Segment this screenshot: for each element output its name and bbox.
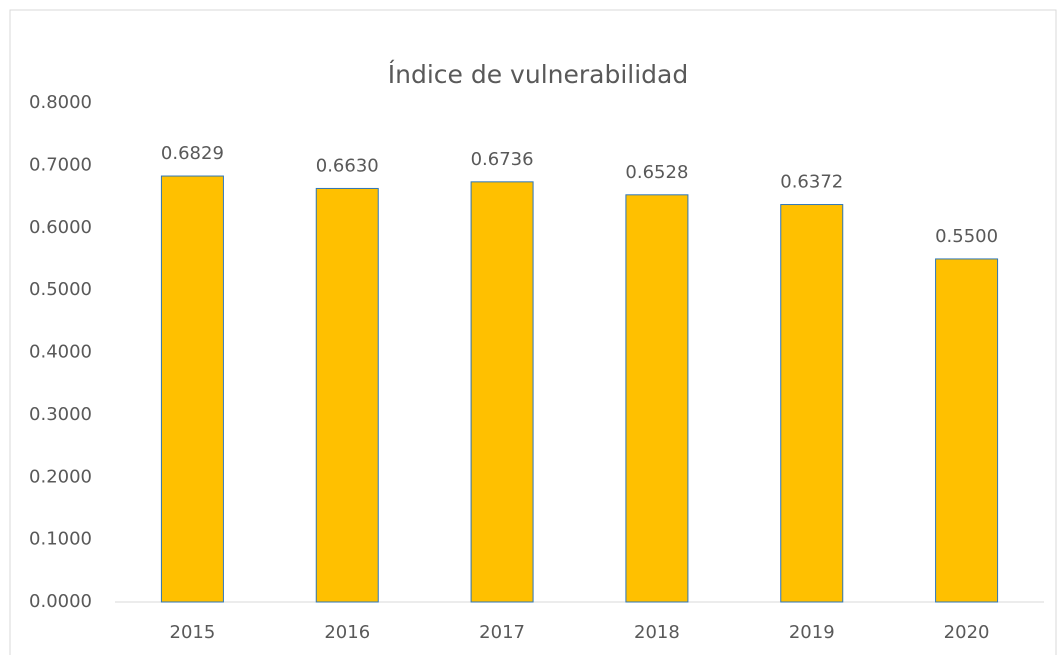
data-label: 0.6372 xyxy=(780,172,843,193)
data-label: 0.6528 xyxy=(625,162,688,183)
x-tick-label: 2017 xyxy=(479,622,525,643)
y-tick-label: 0.0000 xyxy=(29,591,92,612)
x-tick-label: 2020 xyxy=(944,622,990,643)
y-tick-label: 0.6000 xyxy=(29,217,92,238)
y-tick-label: 0.2000 xyxy=(29,466,92,487)
x-tick-label: 2016 xyxy=(324,622,370,643)
y-tick-label: 0.3000 xyxy=(29,404,92,425)
data-label: 0.6630 xyxy=(316,155,379,176)
x-tick-label: 2015 xyxy=(170,622,216,643)
y-tick-label: 0.5000 xyxy=(29,279,92,300)
data-label: 0.5500 xyxy=(935,226,998,247)
bar xyxy=(935,258,999,603)
bar xyxy=(315,187,379,603)
y-tick-label: 0.4000 xyxy=(29,342,92,363)
chart-title: Índice de vulnerabilidad xyxy=(388,60,688,89)
x-tick-label: 2018 xyxy=(634,622,680,643)
y-tick-label: 0.1000 xyxy=(29,529,92,550)
data-label: 0.6736 xyxy=(471,149,534,170)
bar xyxy=(625,194,689,603)
y-tick-label: 0.7000 xyxy=(29,154,92,175)
bar xyxy=(470,181,534,603)
data-label: 0.6829 xyxy=(161,143,224,164)
bar xyxy=(780,204,844,603)
x-tick-label: 2019 xyxy=(789,622,835,643)
y-tick-label: 0.8000 xyxy=(29,92,92,113)
bar xyxy=(160,175,224,603)
